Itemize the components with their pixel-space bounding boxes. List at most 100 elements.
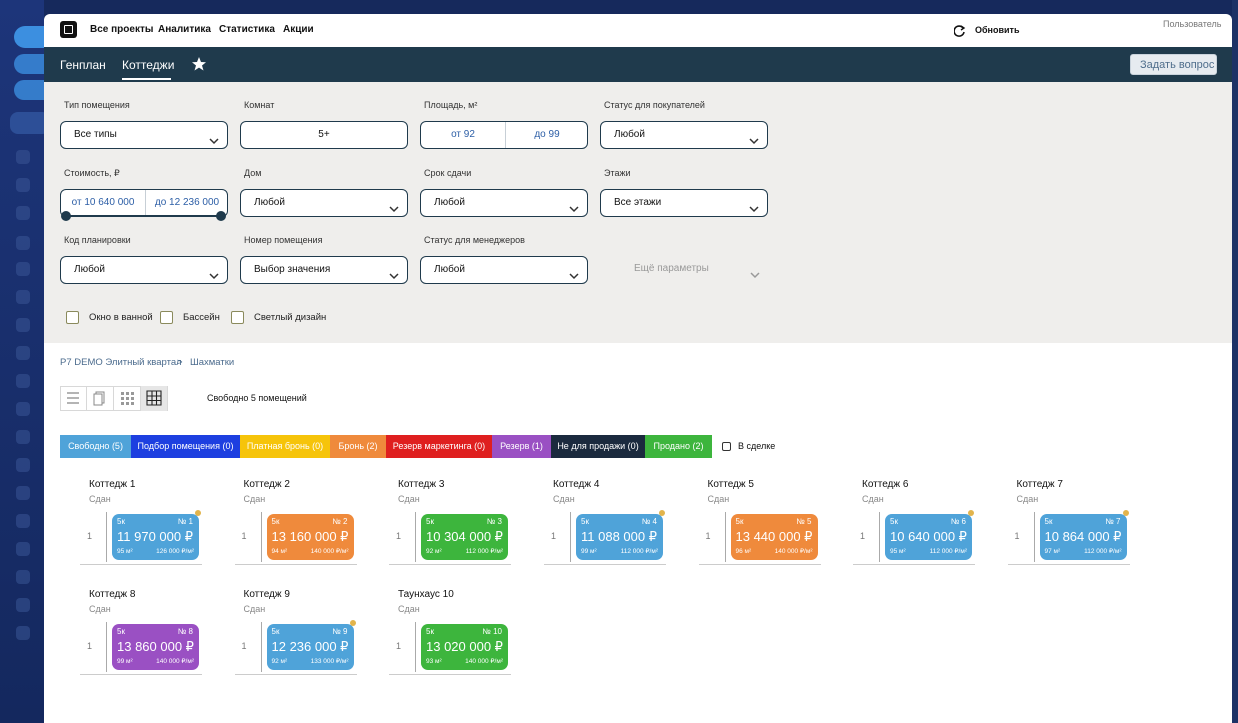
status-label[interactable]: Резерв (1) (500, 441, 543, 451)
field-value[interactable]: Любой (434, 264, 465, 275)
filter-field[interactable]: Любой (420, 189, 588, 217)
sidebar-icon[interactable] (16, 598, 30, 612)
range-from[interactable]: от 92 (451, 129, 475, 140)
unit-card[interactable]: 5к № 2 13 160 000 ₽ 94 м² 140 000 ₽/м² (266, 514, 354, 560)
ask-button-label[interactable]: Задать вопрос (1140, 59, 1215, 71)
sidebar-icon[interactable] (16, 206, 30, 220)
checkbox[interactable] (231, 311, 244, 324)
unit-card[interactable]: 5к № 1 11 970 000 ₽ 95 м² 126 000 ₽/м² (112, 514, 199, 560)
status-label[interactable]: Свободно (5) (68, 441, 123, 451)
ask-button[interactable]: Задать вопрос (1130, 54, 1217, 75)
nav-link[interactable]: Статистика (219, 24, 275, 35)
in-deal-label[interactable]: В сделке (738, 441, 776, 451)
sidebar-icon[interactable] (16, 178, 30, 192)
nav-link[interactable]: Все проекты (90, 24, 154, 35)
unit-card[interactable]: 5к № 5 13 440 000 ₽ 96 м² 140 000 ₽/м² (730, 514, 818, 560)
sidebar-icon[interactable] (16, 542, 30, 556)
sidebar-icon[interactable] (16, 318, 30, 332)
sidebar-icon[interactable] (16, 570, 30, 584)
status-chip[interactable]: Продано (2) (645, 435, 712, 458)
checkbox[interactable] (160, 311, 173, 324)
status-chip[interactable]: Не для продажи (0) (551, 435, 645, 458)
view-button[interactable] (87, 386, 114, 411)
unit-card[interactable]: 5к № 6 10 640 000 ₽ 95 м² 112 000 ₽/м² (885, 514, 972, 560)
status-chip[interactable]: Свободно (5) (60, 435, 131, 458)
nav-link[interactable]: Аналитика (158, 24, 211, 35)
view-button[interactable] (141, 386, 168, 411)
sidebar-icon[interactable] (16, 150, 30, 164)
unit-card[interactable]: 5к № 10 13 020 000 ₽ 93 м² 140 000 ₽/м² (421, 624, 508, 670)
unit-card[interactable]: 5к № 4 11 088 000 ₽ 99 м² 112 000 ₽/м² (576, 514, 663, 560)
floor-divider (106, 622, 107, 672)
filter-field[interactable]: от 92 до 99 (420, 121, 588, 149)
breadcrumb-link[interactable]: P7 DEMO Элитный квартал (60, 357, 182, 368)
more-filters[interactable]: Ещё параметры (634, 263, 709, 274)
range-from[interactable]: от 10 640 000 (71, 197, 135, 208)
user-name[interactable]: Пользователь (1163, 19, 1222, 29)
field-value[interactable]: Все этажи (614, 197, 662, 208)
checkbox[interactable] (66, 311, 79, 324)
range-to[interactable]: до 12 236 000 (154, 197, 220, 208)
unit-card[interactable]: 5к № 7 10 864 000 ₽ 97 м² 112 000 ₽/м² (1039, 514, 1127, 560)
sidebar-icon[interactable] (16, 262, 30, 276)
sidebar-icon[interactable] (16, 290, 30, 304)
status-chip[interactable]: Резерв (1) (492, 435, 551, 458)
filter-field[interactable]: Любой (600, 121, 768, 149)
sidebar-icon[interactable] (16, 346, 30, 360)
status-chip[interactable]: Подбор помещения (0) (131, 435, 240, 458)
breadcrumb-current[interactable]: Шахматки (190, 357, 235, 368)
sidebar-icon[interactable] (16, 430, 30, 444)
status-label[interactable]: Не для продажи (0) (557, 441, 639, 451)
status-chip[interactable]: Платная бронь (0) (240, 435, 330, 458)
status-label[interactable]: Платная бронь (0) (246, 441, 324, 451)
checkbox-label[interactable]: Бассейн (183, 312, 220, 323)
unit-price: 10 304 000 ₽ (426, 529, 503, 544)
refresh-button[interactable]: Обновить (975, 25, 1020, 35)
unit-card[interactable]: 5к № 9 12 236 000 ₽ 92 м² 133 000 ₽/м² (266, 624, 354, 670)
sidebar-icon[interactable] (16, 514, 30, 528)
field-value[interactable]: Любой (74, 264, 105, 275)
sidebar-icon[interactable] (16, 236, 30, 250)
view-button[interactable] (114, 386, 141, 411)
filter-field[interactable]: Все этажи (600, 189, 768, 217)
checkbox-label[interactable]: Окно в ванной (89, 312, 153, 323)
field-value[interactable]: Любой (254, 197, 285, 208)
sidebar-icon[interactable] (16, 402, 30, 416)
slider-handle[interactable] (61, 211, 71, 221)
view-button[interactable] (60, 386, 87, 411)
filter-field[interactable]: Выбор значения (240, 256, 408, 284)
slider-handle[interactable] (216, 211, 226, 221)
unit-card[interactable]: 5к № 3 10 304 000 ₽ 92 м² 112 000 ₽/м² (421, 514, 508, 560)
nav-link[interactable]: Акции (283, 24, 314, 35)
filter-field[interactable]: 5+ (240, 121, 408, 149)
status-label[interactable]: Бронь (2) (338, 441, 378, 451)
sidebar-icon[interactable] (16, 458, 30, 472)
status-label[interactable]: Продано (2) (653, 441, 704, 451)
filter-field[interactable]: от 10 640 000 до 12 236 000 (60, 189, 228, 217)
building-name: Коттедж 3 (398, 479, 445, 490)
sidebar-icon[interactable] (16, 486, 30, 500)
status-chip[interactable]: Резерв маркетинга (0) (386, 435, 492, 458)
filter-field[interactable]: Любой (420, 256, 588, 284)
field-value[interactable]: Выбор значения (254, 264, 331, 275)
filter-field[interactable]: Все типы (60, 121, 228, 149)
status-label[interactable]: Резерв маркетинга (0) (392, 441, 486, 451)
checkbox-label[interactable]: Светлый дизайн (254, 312, 327, 323)
field-value[interactable]: Любой (434, 197, 465, 208)
building-state: Сдан (243, 604, 266, 614)
field-value[interactable]: 5+ (318, 129, 330, 140)
filter-field[interactable]: Любой (240, 189, 408, 217)
in-deal-checkbox[interactable] (722, 442, 731, 451)
unit-price: 10 864 000 ₽ (1044, 529, 1122, 544)
sidebar-icon[interactable] (16, 626, 30, 640)
filter-field[interactable]: Любой (60, 256, 228, 284)
range-to[interactable]: до 99 (534, 129, 560, 140)
field-value[interactable]: Все типы (74, 129, 117, 140)
field-value[interactable]: Любой (614, 129, 645, 140)
tab[interactable]: Коттеджи (122, 58, 175, 72)
sidebar-icon[interactable] (16, 374, 30, 388)
unit-card[interactable]: 5к № 8 13 860 000 ₽ 99 м² 140 000 ₽/м² (112, 624, 199, 670)
status-label[interactable]: Подбор помещения (0) (137, 441, 234, 451)
tab[interactable]: Генплан (60, 58, 106, 72)
status-chip[interactable]: Бронь (2) (330, 435, 386, 458)
